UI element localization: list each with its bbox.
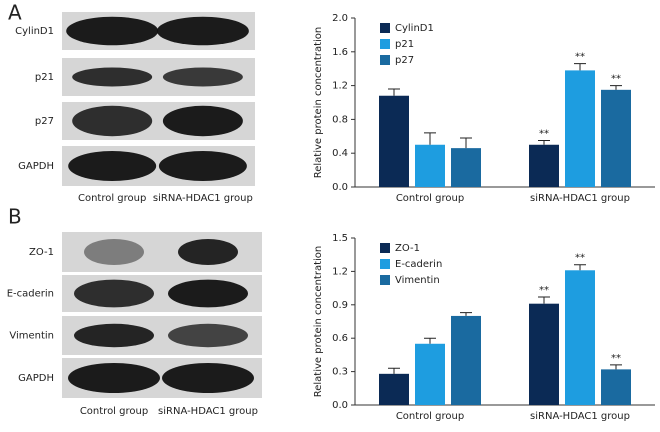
error-bar	[610, 85, 622, 90]
legend-label: Vimentin	[395, 275, 440, 286]
error-bar	[388, 88, 400, 96]
bar	[415, 144, 445, 187]
bar	[529, 303, 559, 405]
panel-letter: A	[8, 1, 22, 25]
blot-row-label: CylinD1	[15, 26, 54, 37]
blot-band	[72, 67, 153, 87]
blot-band	[84, 239, 144, 265]
x-tick-label: siRNA-HDAC1 group	[530, 411, 630, 422]
bar	[379, 373, 409, 405]
bar	[601, 89, 631, 187]
x-tick-label: Control group	[396, 411, 464, 422]
significance-label: **	[575, 253, 585, 264]
error-bar	[610, 364, 622, 370]
blot-row-label: GAPDH	[18, 373, 54, 384]
legend-swatch	[380, 275, 390, 285]
blot-row-label: Vimentin	[9, 331, 54, 342]
significance-label: **	[611, 353, 621, 364]
error-bar	[460, 312, 472, 316]
y-tick-label: 0.0	[332, 400, 348, 411]
blot-band	[66, 16, 159, 46]
bar	[565, 70, 595, 187]
y-tick-label: 0.3	[332, 367, 348, 378]
error-bar	[388, 367, 400, 374]
blot-band	[162, 363, 254, 393]
significance-label: **	[611, 74, 621, 85]
blot-column-label: siRNA-HDAC1 group	[153, 193, 253, 204]
blot-band	[68, 363, 160, 393]
blot-band	[168, 279, 248, 308]
bar	[451, 315, 481, 405]
y-axis-label: Relative protein concentration	[313, 27, 324, 179]
y-tick-label: 1.6	[332, 47, 348, 58]
y-tick-label: 0.9	[332, 300, 348, 311]
error-bar	[424, 132, 436, 145]
blot-row-label: ZO-1	[29, 247, 54, 258]
y-tick-label: 1.2	[332, 266, 348, 277]
significance-label: **	[539, 129, 549, 140]
panel-letter: B	[8, 205, 22, 229]
legend-swatch	[380, 243, 390, 253]
blot-column-label: Control group	[78, 193, 146, 204]
y-tick-label: 0.0	[332, 182, 348, 193]
error-bar	[574, 264, 586, 271]
bar	[415, 343, 445, 405]
legend-swatch	[380, 39, 390, 49]
bar	[451, 148, 481, 187]
significance-label: **	[539, 285, 549, 296]
legend-swatch	[380, 55, 390, 65]
bar	[529, 144, 559, 187]
error-bar	[538, 296, 550, 304]
legend-label: p27	[395, 55, 414, 66]
blot-band	[72, 105, 153, 137]
blot-row-label: p21	[35, 72, 54, 83]
blot-band	[74, 279, 154, 308]
legend-label: CylinD1	[395, 23, 434, 34]
y-axis-label: Relative protein concentration	[313, 246, 324, 398]
blot-column-label: Control group	[80, 406, 148, 417]
error-bar	[460, 137, 472, 149]
y-tick-label: 0.4	[332, 148, 348, 159]
y-tick-label: 2.0	[332, 13, 348, 24]
blot-band	[162, 67, 243, 87]
blot-band	[178, 239, 238, 265]
error-bar	[538, 140, 550, 145]
x-tick-label: siRNA-HDAC1 group	[530, 193, 630, 204]
y-tick-label: 1.2	[332, 81, 348, 92]
bar	[565, 270, 595, 405]
legend-label: ZO-1	[395, 243, 420, 254]
blot-band	[68, 151, 157, 181]
blot-band	[158, 151, 247, 181]
blot-row-label: E-caderin	[7, 289, 54, 300]
error-bar	[574, 63, 586, 71]
blot-band	[162, 105, 243, 137]
bar	[379, 95, 409, 187]
blot-band	[156, 16, 249, 46]
legend-label: E-caderin	[395, 259, 442, 270]
blot-column-label: siRNA-HDAC1 group	[158, 406, 258, 417]
x-tick-label: Control group	[396, 193, 464, 204]
legend-label: p21	[395, 39, 414, 50]
y-tick-label: 1.5	[332, 233, 348, 244]
significance-label: **	[575, 52, 585, 63]
legend-swatch	[380, 23, 390, 33]
blot-row-label: GAPDH	[18, 161, 54, 172]
bar	[601, 369, 631, 405]
blot-band	[74, 323, 154, 348]
blot-row-label: p27	[35, 116, 54, 127]
blot-band	[168, 323, 248, 348]
error-bar	[424, 337, 436, 344]
y-tick-label: 0.6	[332, 333, 348, 344]
legend-swatch	[380, 259, 390, 269]
y-tick-label: 0.8	[332, 114, 348, 125]
